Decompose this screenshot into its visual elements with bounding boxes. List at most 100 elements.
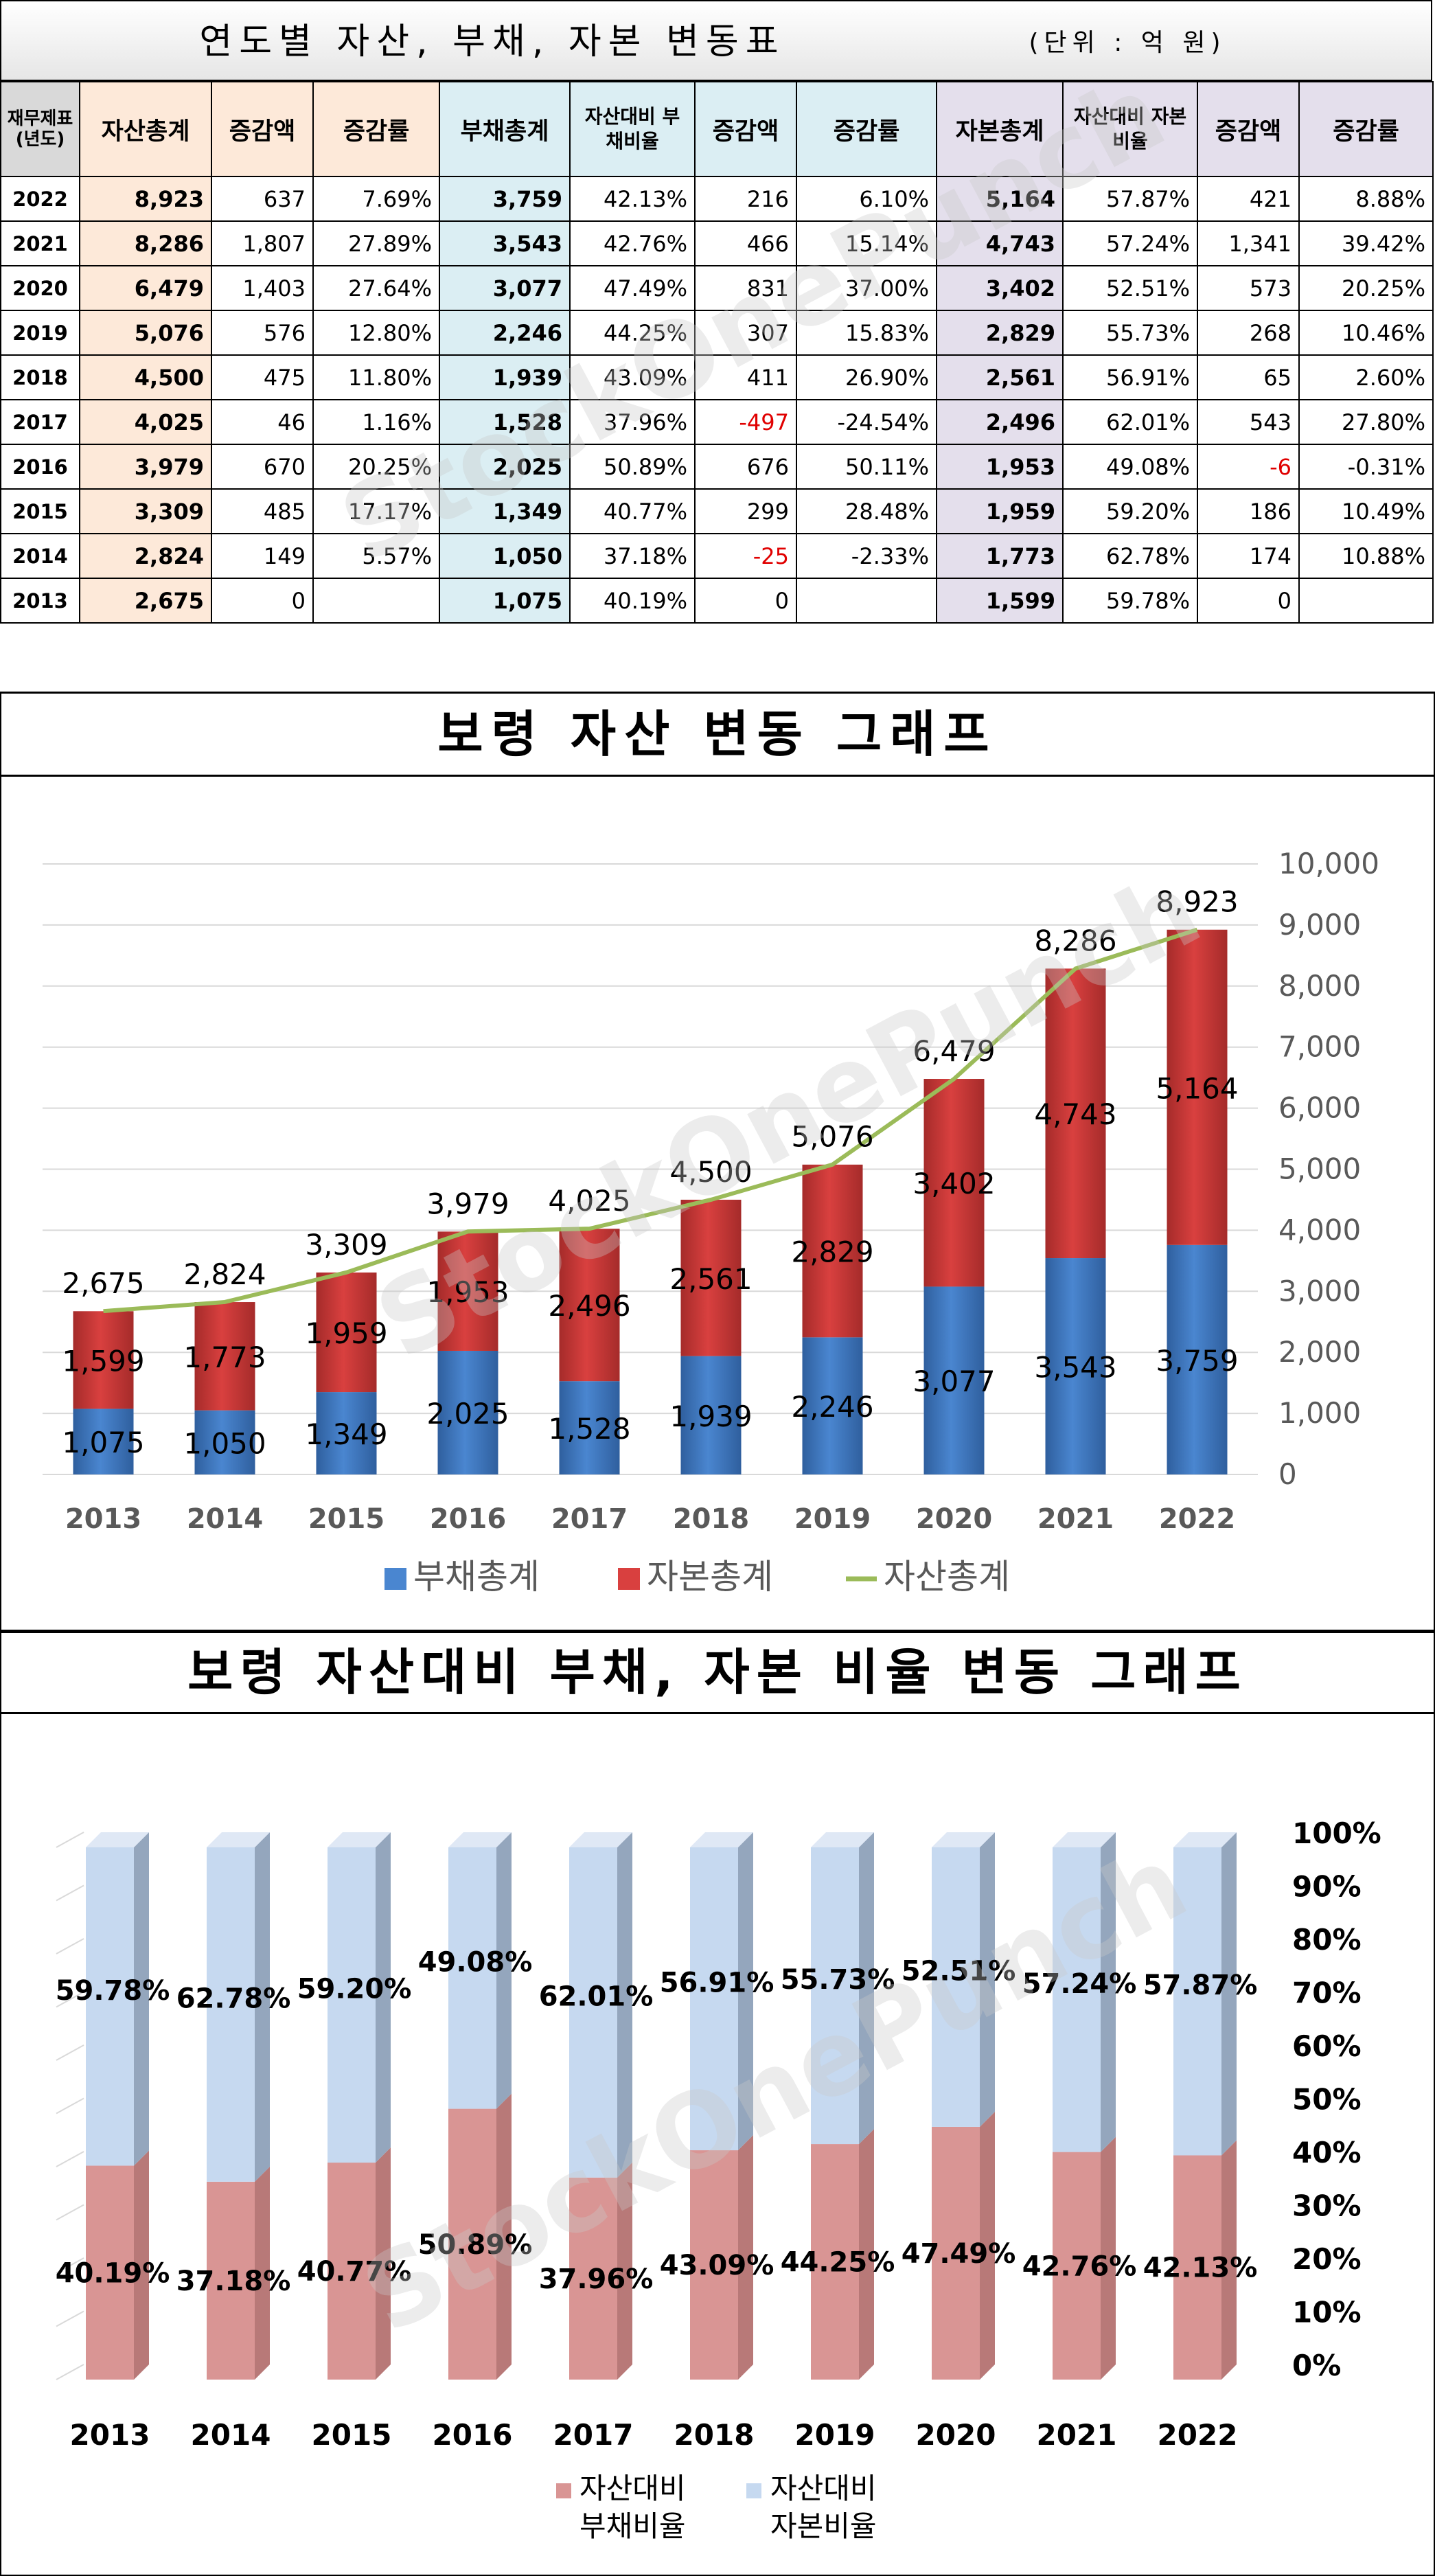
y-tick-label: 10% xyxy=(1292,2296,1362,2329)
x-tick-label: 2014 xyxy=(191,2418,271,2452)
table-cell: -25 xyxy=(694,533,797,579)
table-cell: 57.24% xyxy=(1062,220,1198,266)
asset-value-label: 2,824 xyxy=(183,1257,266,1291)
table-cell: 52.51% xyxy=(1062,265,1198,311)
table-cell: 149 xyxy=(211,533,314,579)
x-tick-label: 2021 xyxy=(1037,1503,1114,1535)
table-cell: 3,543 xyxy=(439,220,571,266)
gridline-3d xyxy=(56,2257,84,2274)
legend-debt-ratio-line2: 부채비율 xyxy=(579,2509,686,2543)
equity-value-label: 1,773 xyxy=(183,1341,266,1374)
table-cell: 27.64% xyxy=(312,265,440,311)
asset-value-label: 3,979 xyxy=(426,1187,509,1220)
y-tick-label: 5,000 xyxy=(1278,1152,1361,1186)
ratio-bar-equity xyxy=(690,1847,738,2151)
bar-equity xyxy=(437,1231,498,1351)
table-cell: 8,923 xyxy=(79,176,212,222)
debt-value-label: 3,543 xyxy=(1034,1351,1116,1384)
ratio-bar-equity xyxy=(86,1847,134,2166)
equity-ratio-label: 59.78% xyxy=(56,1975,170,2007)
table-cell: -24.54% xyxy=(796,399,937,445)
ratio-bar-equity-top xyxy=(932,1832,995,1847)
table-cell: 216 xyxy=(694,176,797,222)
table-cell: 1,953 xyxy=(936,444,1064,490)
table-cell: 0 xyxy=(1197,578,1300,624)
table-cell: 37.96% xyxy=(569,399,696,445)
ratio-bar-debt xyxy=(207,2181,255,2380)
ratio-bar-debt xyxy=(448,2108,496,2380)
gridline-3d xyxy=(56,2310,84,2327)
asset-chart-title: 보령 자산 변동 그래프 xyxy=(1,694,1434,777)
debt-ratio-label: 40.19% xyxy=(56,2257,170,2289)
x-tick-label: 2022 xyxy=(1158,2418,1238,2452)
ratio-bar-equity-side xyxy=(859,1832,874,2145)
table-cell: 42.13% xyxy=(569,176,696,222)
table-cell xyxy=(796,578,937,624)
table-header-cell: 자산대비 부채비율 xyxy=(569,81,696,177)
asset-chart: 0 1,000 2,000 3,000 4,000 5,000 6,000 7,000 8,00… xyxy=(43,847,1379,1597)
table-header-cell: 자산총계 xyxy=(79,81,212,177)
x-tick-label: 2020 xyxy=(916,1503,992,1535)
ratio-bar-debt-side xyxy=(980,2111,995,2380)
ratio-bar-equity-side xyxy=(496,1832,512,2109)
table-cell: 2,496 xyxy=(936,399,1064,445)
legend-asset-label: 자산총계 xyxy=(884,1557,1010,1597)
table-cell: 670 xyxy=(211,444,314,490)
bar-equity xyxy=(680,1199,742,1356)
ratio-bar-debt-side xyxy=(255,2166,270,2380)
table-cell: 637 xyxy=(211,176,314,222)
equity-ratio-label: 57.87% xyxy=(1143,1970,1258,2001)
equity-ratio-label: 62.01% xyxy=(539,1981,654,2012)
table-cell: 0 xyxy=(211,578,314,624)
debt-value-label: 3,077 xyxy=(912,1365,995,1398)
x-tick-label: 2015 xyxy=(312,2418,392,2452)
table-row: 2016 3,979 670 20.25% 2,025 50.89% 676 50.11% 1,… xyxy=(0,444,1434,490)
table-cell: 4,743 xyxy=(936,220,1064,266)
table-year-cell: 2016 xyxy=(0,444,80,490)
ratio-bar-debt-side xyxy=(134,2150,149,2380)
table-cell: 17.17% xyxy=(312,488,440,534)
table-cell: 1,050 xyxy=(439,533,571,579)
table-cell: 831 xyxy=(694,265,797,311)
debt-ratio-label: 37.96% xyxy=(539,2264,654,2295)
ratio-bar-debt-side xyxy=(376,2147,391,2380)
table-row: 2021 8,286 1,807 27.89% 3,543 42.76% 466 15.14%… xyxy=(0,220,1434,266)
y-tick-label: 40% xyxy=(1292,2136,1362,2169)
debt-ratio-label: 37.18% xyxy=(176,2266,291,2297)
x-tick-label: 2021 xyxy=(1037,2418,1117,2452)
ratio-bar-equity-top xyxy=(811,1832,874,1847)
table-cell: 5,164 xyxy=(936,176,1064,222)
table-header-cell: 증감률 xyxy=(796,81,937,177)
ratio-bar-equity xyxy=(1173,1847,1221,2156)
y-tick-label: 9,000 xyxy=(1278,908,1361,942)
table-cell: -0.31% xyxy=(1298,444,1434,490)
table-cell: 307 xyxy=(694,310,797,356)
equity-value-label: 2,561 xyxy=(669,1262,752,1296)
ratio-bar-equity-top xyxy=(86,1832,149,1847)
gridline-3d xyxy=(56,1991,84,2008)
table-year-cell: 2021 xyxy=(0,220,80,266)
ratio-bar-debt-side xyxy=(859,2129,874,2380)
table-cell: 3,402 xyxy=(936,265,1064,311)
table-cell: 1,341 xyxy=(1197,220,1300,266)
ratio-bar-equity-side xyxy=(1221,1832,1237,2156)
table-cell: 43.09% xyxy=(569,354,696,400)
table-cell: 3,759 xyxy=(439,176,571,222)
bar-equity xyxy=(559,1229,620,1382)
table-cell: 6,479 xyxy=(79,265,212,311)
table-row: 2022 8,923 637 7.69% 3,759 42.13% 216 6.10% 5,16… xyxy=(0,176,1434,222)
table-row: 2018 4,500 475 11.80% 1,939 43.09% 411 26.90% 2,… xyxy=(0,354,1434,400)
ratio-bar-debt xyxy=(1053,2152,1101,2380)
table-cell: 1,599 xyxy=(936,578,1064,624)
asset-value-label: 8,923 xyxy=(1156,885,1238,919)
legend-debt-ratio-swatch xyxy=(556,2483,571,2498)
table-cell: 40.77% xyxy=(569,488,696,534)
table-year-cell: 2014 xyxy=(0,533,80,579)
ratio-bar-debt xyxy=(569,2177,617,2380)
ratio-bar-debt-side xyxy=(1221,2140,1237,2380)
ratio-bar-equity-side xyxy=(255,1832,270,2182)
table-header-cell: 증감액 xyxy=(694,81,797,177)
table-cell: 62.01% xyxy=(1062,399,1198,445)
table-row: 2015 3,309 485 17.17% 1,349 40.77% 299 28.48% 1,… xyxy=(0,488,1434,534)
x-tick-label: 2013 xyxy=(70,2418,150,2452)
